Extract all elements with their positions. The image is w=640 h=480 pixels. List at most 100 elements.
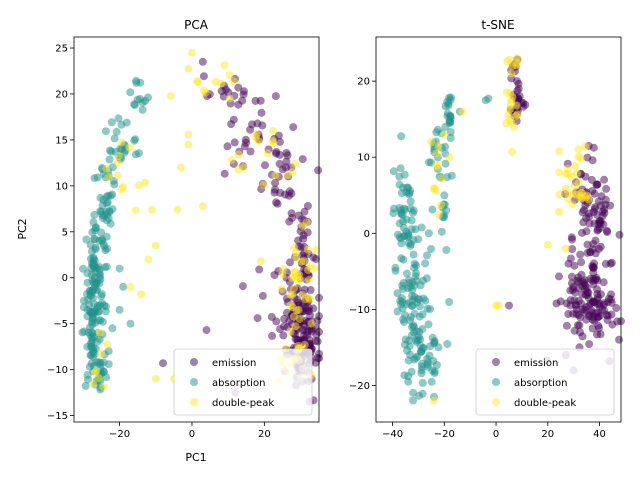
tsne-panel: t-SNE −40 −20 0 20 40 −20 −10 0 10 20 emission abs… [349, 18, 625, 440]
emission-point [566, 286, 575, 295]
double-peak-point [173, 205, 182, 214]
legend-marker [492, 398, 500, 406]
emission-point [223, 142, 232, 151]
double-peak-point [225, 94, 234, 103]
double-peak-point [507, 69, 516, 78]
double-peak-point [115, 152, 123, 161]
double-peak-point [286, 290, 295, 299]
absorption-point [79, 264, 87, 273]
absorption-point [400, 204, 408, 213]
absorption-point [389, 209, 398, 218]
absorption-point [98, 235, 107, 244]
emission-point [274, 131, 283, 140]
emission-point [513, 77, 521, 86]
double-peak-point [229, 77, 238, 86]
absorption-point [406, 197, 415, 206]
double-peak-point [432, 149, 441, 158]
absorption-point [100, 263, 109, 272]
double-peak-point [563, 164, 572, 173]
y-tick-label: 10 [357, 153, 370, 164]
legend-label: emission [212, 358, 256, 369]
y-tick-label: 20 [55, 89, 68, 100]
emission-point [273, 199, 282, 208]
absorption-point [98, 317, 107, 326]
absorption-point [403, 346, 412, 355]
emission-point [612, 304, 621, 312]
absorption-point [112, 127, 121, 136]
emission-point [587, 175, 596, 184]
absorption-point [86, 240, 95, 249]
legend-label: emission [514, 358, 558, 369]
absorption-point [447, 171, 456, 180]
absorption-point [424, 229, 433, 238]
absorption-point [98, 201, 107, 210]
double-peak-point [427, 138, 436, 146]
absorption-point [81, 381, 90, 390]
double-peak-point [310, 264, 319, 273]
absorption-point [138, 105, 147, 114]
absorption-point [136, 94, 145, 103]
double-peak-point [166, 92, 175, 101]
emission-point [601, 195, 610, 204]
y-tick-label: 20 [357, 77, 370, 88]
absorption-point [389, 167, 398, 176]
absorption-point [410, 355, 419, 364]
emission-point [253, 314, 262, 323]
absorption-point [84, 375, 92, 384]
double-peak-point [431, 186, 440, 195]
double-peak-point [312, 245, 321, 254]
double-peak-point [117, 138, 126, 147]
emission-point [581, 276, 590, 285]
absorption-point [102, 216, 111, 225]
double-peak-point [506, 89, 515, 98]
y-tick-label: −5 [53, 319, 68, 330]
x-tick-label: 0 [493, 429, 499, 440]
double-peak-point [569, 190, 578, 198]
emission-point [258, 291, 267, 300]
absorption-point [104, 191, 113, 200]
double-peak-point [286, 327, 295, 336]
absorption-point [136, 78, 145, 87]
absorption-point [440, 191, 449, 200]
absorption-point [103, 244, 112, 253]
absorption-point [415, 302, 424, 311]
emission-point [593, 330, 601, 339]
emission-point [552, 299, 561, 308]
emission-point [567, 233, 576, 242]
emission-point [599, 278, 608, 287]
absorption-point [82, 235, 91, 244]
emission-point [234, 100, 243, 109]
double-peak-point [288, 303, 297, 312]
emission-point [272, 148, 281, 156]
double-peak-point [104, 172, 113, 181]
emission-point [600, 175, 609, 184]
emission-point [603, 311, 612, 320]
tsne-points [389, 54, 625, 405]
emission-point [283, 151, 292, 160]
double-peak-point [504, 111, 513, 120]
absorption-point [404, 232, 412, 241]
absorption-point [90, 174, 99, 183]
emission-point [246, 147, 255, 156]
emission-point [314, 166, 323, 175]
double-peak-point [148, 205, 157, 214]
emission-point [573, 321, 582, 330]
emission-point [275, 159, 284, 168]
emission-point [258, 121, 267, 130]
double-peak-point [437, 174, 445, 183]
x-tick-label: 0 [189, 429, 195, 440]
double-peak-point [571, 162, 580, 170]
double-peak-point [564, 194, 573, 203]
emission-point [198, 57, 207, 66]
double-peak-point [144, 255, 153, 264]
absorption-point [445, 117, 454, 126]
emission-point [590, 219, 599, 228]
y-tick-label: −10 [47, 365, 68, 376]
absorption-point [405, 188, 414, 197]
double-peak-point [114, 158, 122, 167]
absorption-point [122, 118, 131, 127]
emission-point [276, 325, 284, 334]
double-peak-point [581, 142, 590, 151]
emission-point [586, 247, 595, 256]
